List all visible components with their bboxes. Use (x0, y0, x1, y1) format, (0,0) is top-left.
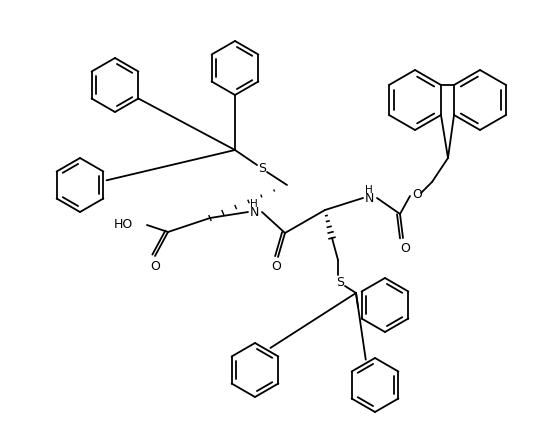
Text: H: H (250, 199, 258, 209)
Text: O: O (412, 187, 422, 200)
Text: H: H (365, 185, 373, 195)
Text: HO: HO (113, 219, 133, 232)
Text: S: S (258, 162, 266, 175)
Text: O: O (271, 260, 281, 273)
Text: N: N (364, 193, 374, 206)
Text: S: S (336, 276, 344, 289)
Text: O: O (400, 241, 410, 254)
Text: O: O (150, 260, 160, 273)
Text: N: N (249, 206, 258, 219)
